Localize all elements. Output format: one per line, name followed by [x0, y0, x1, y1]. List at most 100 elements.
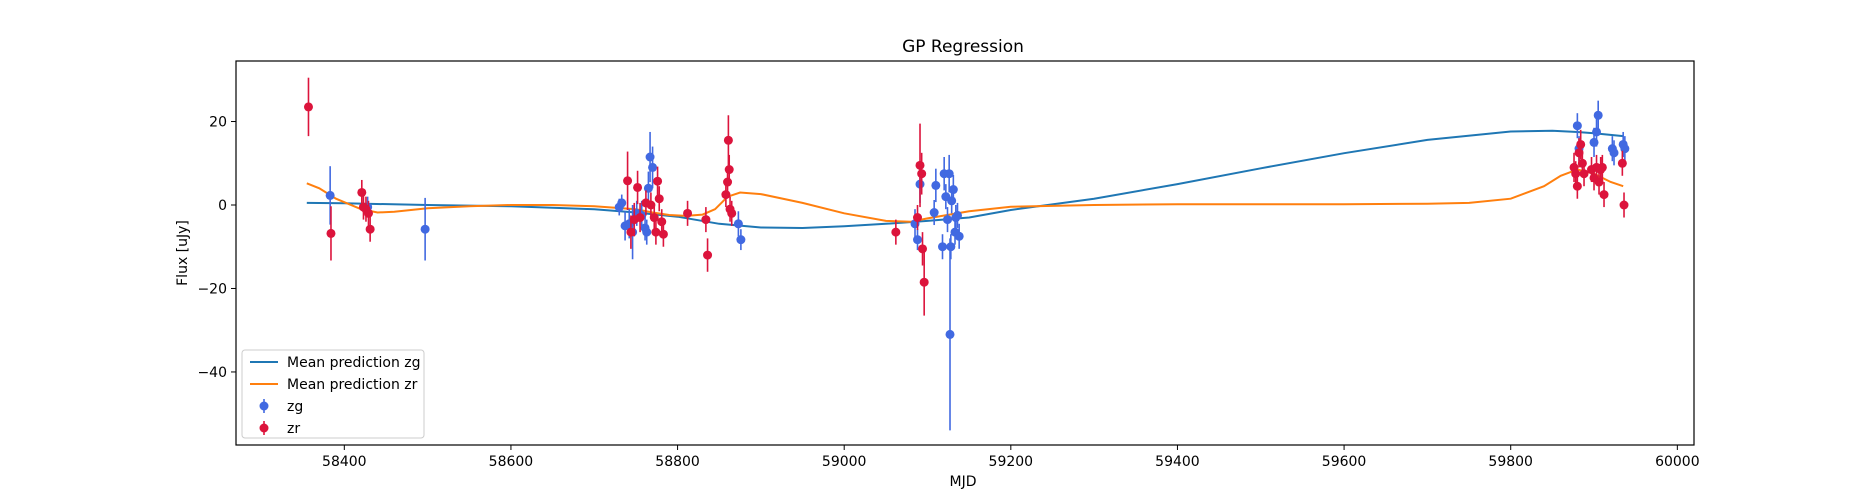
y-axis-ticks: −40 −20 0 20 — [197, 115, 236, 381]
legend-label-zg-prediction: Mean prediction zg — [287, 355, 421, 371]
data-point-zg — [938, 234, 948, 260]
point-marker — [701, 215, 711, 225]
point-marker — [1579, 169, 1589, 179]
legend-point — [259, 423, 269, 433]
point-marker — [948, 185, 958, 195]
data-point-zr — [1617, 150, 1627, 176]
y-axis-label: Flux [uJy] — [175, 220, 191, 286]
point-marker — [648, 162, 658, 172]
legend-label-zr-prediction: Mean prediction zr — [287, 377, 418, 393]
data-point-zg — [733, 211, 743, 237]
point-marker — [915, 160, 925, 170]
y-tick-label: 0 — [218, 198, 227, 214]
y-tick-label: 20 — [209, 115, 227, 131]
data-point-zr — [365, 216, 375, 242]
y-tick-label: −20 — [197, 281, 227, 297]
legend-marker-zr — [259, 421, 269, 435]
data-point-zr — [891, 219, 901, 245]
point-marker — [913, 213, 923, 223]
point-marker — [723, 135, 733, 145]
x-tick-label: 58600 — [489, 454, 534, 470]
point-marker — [1619, 200, 1629, 210]
point-marker — [727, 208, 737, 218]
data-point-zr — [654, 186, 664, 212]
point-marker — [683, 208, 693, 218]
data-point-zr — [1619, 192, 1629, 218]
x-tick-label: 58400 — [322, 454, 367, 470]
point-marker — [1576, 139, 1586, 149]
data-point-zr — [724, 154, 734, 185]
data-point-zg — [954, 223, 964, 249]
point-marker — [954, 231, 964, 241]
legend-label-zr: zr — [287, 421, 300, 437]
point-marker — [651, 227, 661, 237]
point-marker — [303, 102, 313, 112]
data-point-zg — [1609, 140, 1619, 166]
data-point-zr — [303, 77, 313, 137]
data-point-zr — [646, 192, 656, 218]
point-marker — [938, 242, 948, 252]
legend-frame — [241, 349, 425, 439]
data-point-zg — [943, 207, 953, 233]
point-marker — [658, 229, 668, 239]
point-marker — [1592, 127, 1602, 137]
data-point-zr — [623, 151, 633, 211]
point-marker — [1593, 110, 1603, 120]
point-marker — [646, 200, 656, 210]
data-point-zr — [1572, 173, 1582, 199]
x-tick-label: 59000 — [822, 454, 867, 470]
data-point-zg — [953, 202, 963, 228]
point-marker — [1571, 169, 1581, 179]
point-marker — [736, 235, 746, 245]
point-marker — [1609, 148, 1619, 158]
data-point-zr — [1576, 129, 1586, 160]
point-marker — [1577, 158, 1587, 168]
data-point-zg — [946, 234, 956, 260]
data-point-zg — [617, 194, 627, 212]
data-point-zg — [420, 197, 430, 261]
data-point-zr — [651, 219, 661, 245]
mean-prediction-line-zg — [306, 129, 1624, 230]
legend-point — [259, 401, 269, 411]
point-marker — [703, 250, 713, 260]
point-marker — [1572, 121, 1582, 131]
data-point-zr — [917, 152, 927, 195]
point-marker — [945, 329, 955, 339]
legend-marker-zg — [259, 399, 269, 413]
point-marker — [653, 176, 663, 186]
point-marker — [1617, 158, 1627, 168]
data-point-zg — [648, 146, 658, 189]
x-tick-label: 59400 — [1155, 454, 1200, 470]
y-tick-label: −40 — [197, 365, 227, 381]
point-marker — [891, 227, 901, 237]
data-point-zg — [913, 229, 923, 251]
mean-prediction-line-zr — [306, 168, 1624, 223]
point-marker — [724, 165, 734, 175]
x-tick-label: 58800 — [655, 454, 700, 470]
data-point-zr — [635, 202, 645, 233]
point-marker — [363, 208, 373, 218]
point-marker — [635, 213, 645, 223]
point-marker — [918, 244, 928, 254]
legend-label-zg: zg — [287, 399, 303, 415]
data-point-zg — [1572, 113, 1582, 139]
data-point-zr — [658, 221, 668, 247]
x-axis-ticks: 58400 58600 58800 59000 59200 59400 59600 59800… — [322, 445, 1700, 470]
data-point-zr — [919, 248, 929, 316]
point-marker — [919, 277, 929, 287]
data-point-zg — [325, 166, 335, 225]
x-tick-label: 60000 — [1655, 454, 1700, 470]
point-marker — [1572, 181, 1582, 191]
data-point-zr — [727, 200, 737, 226]
point-marker — [733, 219, 743, 229]
data-point-zr — [363, 200, 373, 226]
data-point-zr — [701, 207, 711, 233]
data-point-zr — [633, 170, 643, 205]
point-marker — [1599, 190, 1609, 200]
point-marker — [721, 190, 731, 200]
x-axis-label: MJD — [950, 474, 977, 490]
data-point-zr — [653, 166, 663, 196]
point-marker — [623, 176, 633, 186]
point-marker — [654, 194, 664, 204]
